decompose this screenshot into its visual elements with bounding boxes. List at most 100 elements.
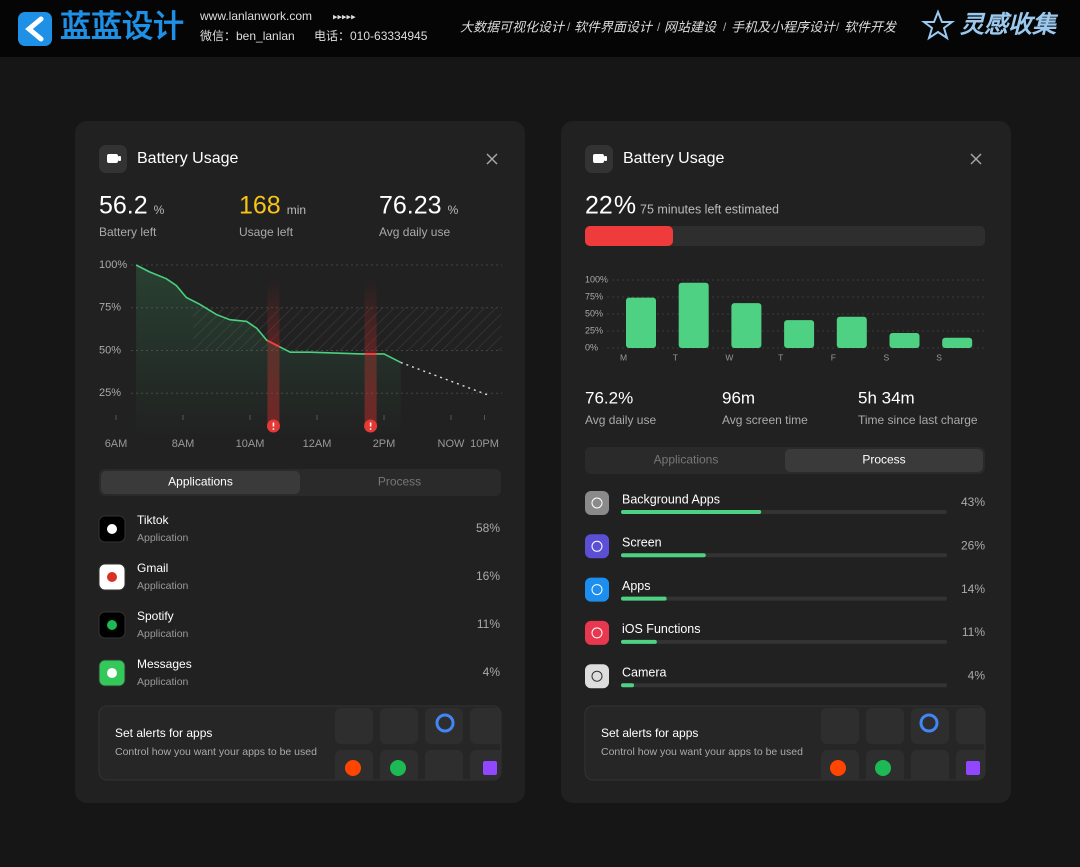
battery-unit: % <box>614 192 636 220</box>
x-tick-label: M <box>620 352 627 362</box>
alert-tiles <box>821 708 994 786</box>
y-tick-label: 25% <box>99 387 121 399</box>
bar <box>784 320 815 348</box>
separator: / <box>567 20 571 34</box>
app-name: Gmail <box>137 561 168 575</box>
stat-value: 5h 34m <box>858 388 915 407</box>
process-name: iOS Functions <box>622 622 701 636</box>
process-share: 4% <box>968 668 986 682</box>
service-link: 软件开发 <box>844 19 898 34</box>
stat-label: Avg screen time <box>722 413 808 427</box>
app-share: 16% <box>476 569 500 583</box>
bar <box>626 297 656 348</box>
reddit-icon <box>830 760 846 776</box>
alert-title: Set alerts for apps <box>601 726 698 740</box>
stat-label: Avg daily use <box>379 225 450 239</box>
stat-unit: % <box>154 203 165 217</box>
app-icon-glyph <box>107 668 117 678</box>
battery-icon-glyph <box>604 156 607 161</box>
process-name: Camera <box>622 665 667 679</box>
process-track <box>621 683 947 688</box>
x-tick-label: 6AM <box>105 438 128 450</box>
app-share: 11% <box>477 617 500 631</box>
process-name: Screen <box>622 536 662 550</box>
header-phone: 电话：010-63334945 <box>314 29 428 43</box>
tab-active <box>101 471 300 494</box>
process-icon-glyph <box>591 540 603 552</box>
process-icon-glyph <box>591 584 603 596</box>
battery-value: 22 <box>585 192 613 220</box>
process-icon <box>585 491 609 515</box>
alert-marker-glyph <box>272 428 275 430</box>
app-tile[interactable] <box>470 708 508 744</box>
tab[interactable]: Applications <box>168 475 233 489</box>
stat-value: 76.2% <box>585 388 633 407</box>
process-bar <box>621 553 706 558</box>
app-tile[interactable] <box>866 708 904 744</box>
alert-marker-glyph <box>369 428 372 430</box>
tab-active <box>785 449 983 472</box>
inspiration-title: 灵感收集 <box>960 11 1059 38</box>
app-tile[interactable] <box>911 750 949 786</box>
service-link: 大数据可视化设计 <box>460 19 566 34</box>
stat-unit: % <box>448 203 459 217</box>
app-name: Tiktok <box>137 513 170 527</box>
y-tick-label: 100% <box>585 274 608 284</box>
app-tile[interactable] <box>425 750 463 786</box>
card <box>75 121 525 803</box>
separator: / <box>836 20 840 34</box>
y-tick-label: 100% <box>99 259 127 271</box>
stat-label: Avg daily use <box>585 413 656 427</box>
tab[interactable]: Applications <box>654 453 719 467</box>
alert-text: Control how you want your apps to be use… <box>601 746 803 758</box>
process-icon <box>585 620 609 645</box>
bar <box>731 303 762 348</box>
x-tick-label: NOW <box>438 438 466 450</box>
stat-label: Battery left <box>99 225 157 239</box>
header-bar <box>0 0 1080 57</box>
alert-title: Set alerts for apps <box>115 726 212 740</box>
bar <box>836 316 867 348</box>
stat-label: Time since last charge <box>858 413 978 427</box>
battery-fill <box>585 226 673 246</box>
app-tile[interactable] <box>956 708 994 744</box>
process-share: 14% <box>961 582 985 596</box>
app-tile[interactable] <box>425 708 463 744</box>
app-tile[interactable] <box>335 708 373 744</box>
process-share: 26% <box>961 538 985 552</box>
alert-text: Control how you want your apps to be use… <box>115 746 317 758</box>
tab[interactable]: Process <box>862 453 905 467</box>
x-tick-label: S <box>884 352 890 362</box>
x-tick-label: 8AM <box>172 438 195 450</box>
process-icon-glyph <box>591 670 603 682</box>
process-track <box>621 639 947 644</box>
x-tick-label: S <box>936 352 942 362</box>
bar <box>889 333 920 348</box>
process-bar <box>621 683 635 688</box>
bar <box>942 337 973 348</box>
app-icon-glyph <box>107 572 117 582</box>
app-name: Messages <box>137 657 192 671</box>
stat-value: 56.2 <box>99 192 148 220</box>
app-tile[interactable] <box>911 708 949 744</box>
google-icon <box>919 713 939 733</box>
tab[interactable]: Process <box>378 475 421 489</box>
stat-value: 168 <box>239 192 281 220</box>
process-icon <box>585 534 609 559</box>
spotify-icon <box>875 760 891 776</box>
close-button[interactable] <box>486 153 498 165</box>
process-icon-glyph <box>591 627 603 639</box>
app-tile[interactable] <box>380 708 418 744</box>
spotify-icon <box>390 760 406 776</box>
app-tile[interactable] <box>821 708 859 744</box>
close-button[interactable] <box>970 153 982 165</box>
brand-icon-mark <box>25 16 44 42</box>
x-tick-label: 10PM <box>470 438 499 450</box>
header-wechat: 微信：ben_lanlan <box>200 29 295 43</box>
process-icon <box>585 664 609 689</box>
app-icon-glyph <box>107 524 117 534</box>
reddit-icon <box>345 760 361 776</box>
brand-icon <box>18 12 52 46</box>
x-tick-label: 12AM <box>303 438 332 450</box>
